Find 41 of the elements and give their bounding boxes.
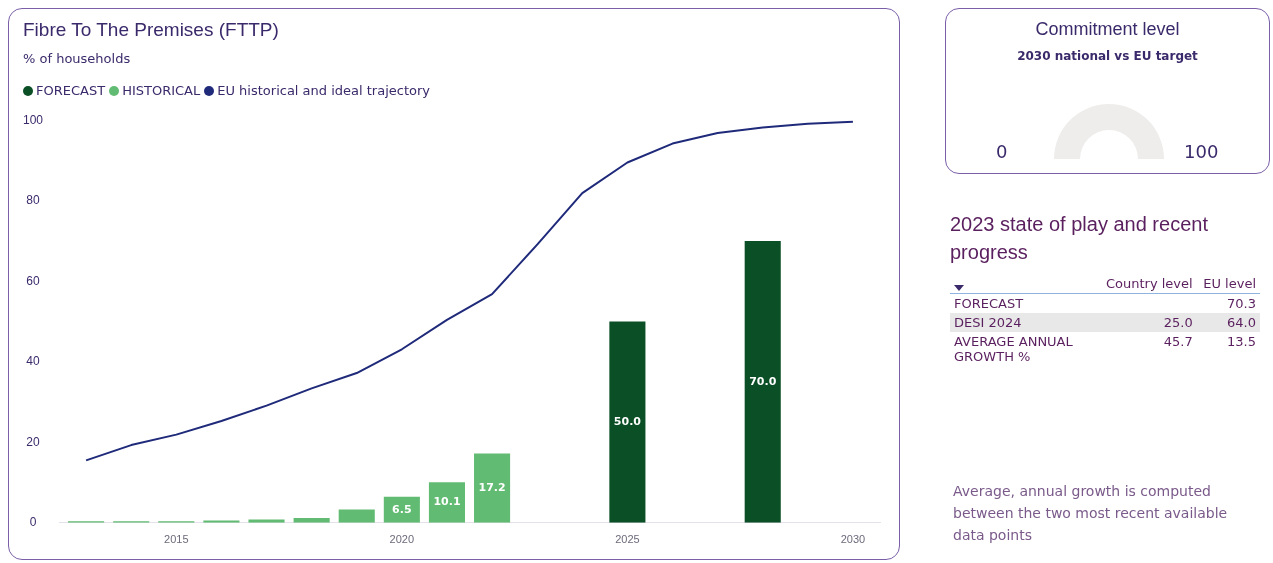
data-label: 45.7	[1162, 333, 1194, 351]
data-label: 70.0	[749, 374, 777, 388]
data-label: 10.1	[433, 495, 461, 509]
y-tick-label: 80	[26, 193, 40, 208]
y-tick-label: 0	[29, 515, 37, 530]
x-tick-label: 2030	[840, 533, 866, 546]
data-label: 25.0	[1098, 313, 1197, 332]
y-tick-label: 40	[26, 354, 40, 369]
data-label: 64.0	[1196, 313, 1260, 332]
data-label: 17.2	[478, 481, 506, 495]
bar	[474, 453, 511, 523]
text: Average, annual growth is computed between the two most recent available data points	[953, 482, 1229, 545]
y-tick-label: 100	[23, 112, 44, 127]
text: 0	[996, 141, 1008, 162]
legend-label: FORECAST	[35, 83, 106, 98]
x-tick-label: 2025	[615, 533, 640, 546]
y-tick-label: 20	[26, 434, 40, 449]
legend-label: EU historical and ideal trajectory	[216, 83, 431, 98]
data-label: 70.3	[1226, 295, 1257, 313]
legend-label: HISTORICAL	[121, 83, 201, 98]
series-label: EU level	[1196, 274, 1260, 294]
category-label: FORECAST	[953, 295, 1025, 313]
bar	[744, 240, 781, 523]
series-label: Country level	[1098, 274, 1197, 294]
category-label: DESI 2024	[950, 313, 1098, 332]
x-tick-label: 2015	[164, 533, 189, 546]
bar	[609, 321, 646, 523]
chart-title: Fibre To The Premises (FTTP)	[23, 19, 279, 41]
text: 100	[1184, 141, 1219, 162]
bar	[428, 482, 465, 523]
text: 2030 national vs EU target	[1016, 49, 1199, 63]
chart-subtitle: % of households	[23, 51, 131, 66]
data-label: 13.5	[1226, 333, 1257, 351]
x-tick-label: 2020	[389, 533, 415, 546]
text: Commitment level	[1034, 19, 1181, 40]
text: 2023 state of play and recent progress	[950, 212, 1209, 265]
data-label: 50.0	[613, 415, 642, 429]
data-label: 6.5	[392, 502, 412, 516]
y-tick-label: 60	[26, 273, 40, 288]
category-label: AVERAGE ANNUAL GROWTH %	[953, 333, 1074, 366]
bar	[338, 509, 375, 523]
